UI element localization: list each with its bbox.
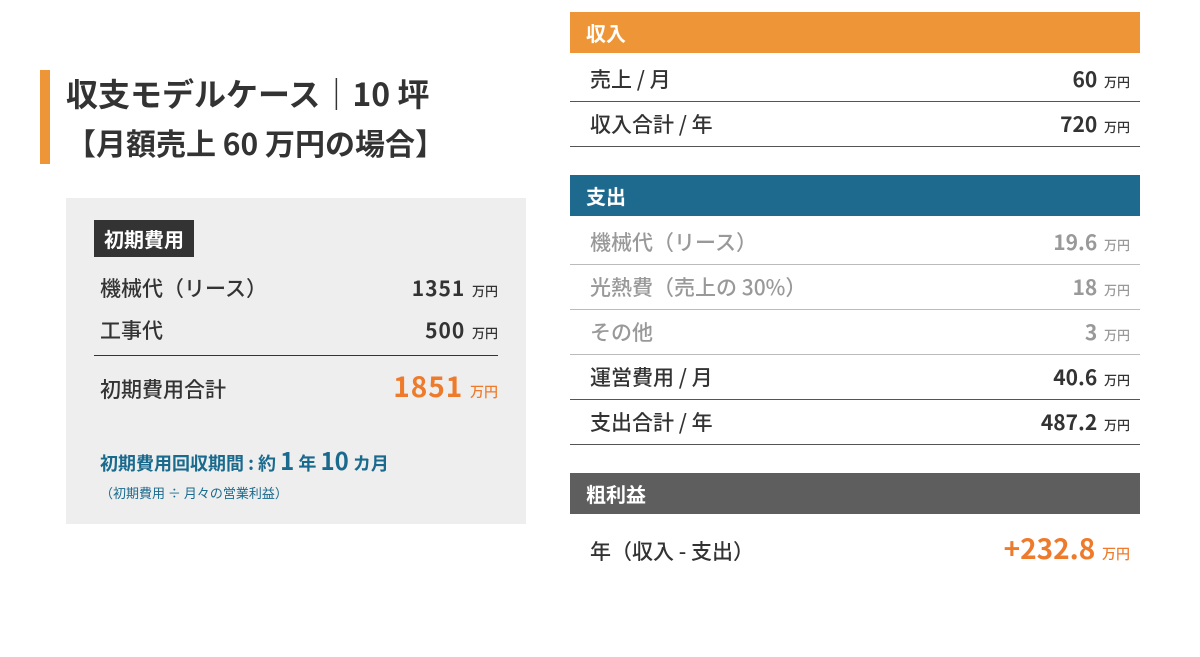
row-label: 運営費用 / 月 — [590, 362, 713, 392]
title-block: 収支モデルケース｜10 坪 【月額売上 60 万円の場合】 — [40, 70, 540, 164]
row-unit: 万円 — [1104, 117, 1130, 136]
cost-label: 工事代 — [100, 315, 163, 345]
profit-header: 粗利益 — [570, 473, 1140, 514]
payback-label: 初期費用回収期間 : 約 — [100, 450, 280, 476]
profit-section: 粗利益 年（収入 - 支出） +232.8 万円 — [570, 473, 1140, 575]
payback-years: 1 — [280, 442, 294, 477]
table-row: 支出合計 / 年 487.2 万円 — [570, 400, 1140, 445]
payback-years-unit: 年 — [294, 450, 320, 476]
row-value: +232.8 — [1004, 528, 1096, 568]
row-unit: 万円 — [1104, 325, 1130, 344]
income-header: 収入 — [570, 12, 1140, 53]
row-value-wrap: 19.6 万円 — [1053, 227, 1130, 257]
table-row: 年（収入 - 支出） +232.8 万円 — [570, 518, 1140, 575]
payback-note: （初期費用 ÷ 月々の営業利益） — [94, 483, 498, 502]
initial-cost-header: 初期費用 — [94, 220, 194, 257]
cost-total-label: 初期費用合計 — [100, 374, 226, 404]
cost-row: 工事代 500 万円 — [94, 309, 498, 351]
row-value: 40.6 — [1053, 362, 1097, 392]
row-value-wrap: +232.8 万円 — [1004, 528, 1130, 568]
row-value-wrap: 40.6 万円 — [1053, 362, 1130, 392]
cost-total-unit: 万円 — [470, 382, 498, 402]
row-value-wrap: 18 万円 — [1072, 272, 1130, 302]
title-line2: 【月額売上 60 万円の場合】 — [66, 120, 540, 164]
row-label: 売上 / 月 — [590, 64, 671, 94]
cost-value: 1351 — [412, 273, 466, 303]
row-unit: 万円 — [1104, 72, 1130, 91]
table-row: その他 3 万円 — [570, 310, 1140, 355]
initial-cost-box: 初期費用 機械代（リース） 1351 万円 工事代 500 万円 初期費用合計 — [66, 198, 526, 524]
row-label: その他 — [590, 317, 653, 347]
row-value: 487.2 — [1041, 407, 1097, 437]
row-unit: 万円 — [1104, 370, 1130, 389]
divider-line — [94, 355, 498, 356]
row-value-wrap: 3 万円 — [1085, 317, 1130, 347]
table-row: 光熱費（売上の 30%） 18 万円 — [570, 265, 1140, 310]
row-label: 光熱費（売上の 30%） — [590, 272, 806, 302]
row-value: 19.6 — [1053, 227, 1097, 257]
cost-value: 500 — [425, 315, 465, 345]
table-row: 売上 / 月 60 万円 — [570, 57, 1140, 102]
row-value: 60 — [1072, 64, 1097, 94]
row-label: 支出合計 / 年 — [590, 407, 713, 437]
cost-unit: 万円 — [472, 323, 498, 342]
row-unit: 万円 — [1104, 280, 1130, 299]
row-label: 年（収入 - 支出） — [590, 536, 754, 566]
table-row: 収入合計 / 年 720 万円 — [570, 102, 1140, 147]
table-row: 運営費用 / 月 40.6 万円 — [570, 355, 1140, 400]
payback-months-unit: カ月 — [349, 450, 389, 476]
income-section: 収入 売上 / 月 60 万円 収入合計 / 年 720 万円 — [570, 12, 1140, 147]
payback-period: 初期費用回収期間 : 約 1 年 10 カ月 — [94, 442, 498, 477]
row-unit: 万円 — [1104, 415, 1130, 434]
row-value: 720 — [1060, 109, 1097, 139]
row-unit: 万円 — [1102, 544, 1130, 564]
row-value: 18 — [1072, 272, 1097, 302]
row-unit: 万円 — [1104, 235, 1130, 254]
cost-total-value: 1851 — [393, 366, 463, 406]
cost-label: 機械代（リース） — [100, 273, 267, 303]
cost-total-value-wrap: 1851 万円 — [393, 366, 498, 406]
cost-unit: 万円 — [472, 281, 498, 300]
expense-header: 支出 — [570, 175, 1140, 216]
cost-row: 機械代（リース） 1351 万円 — [94, 267, 498, 309]
payback-months: 10 — [320, 442, 348, 477]
row-label: 収入合計 / 年 — [590, 109, 713, 139]
row-value-wrap: 487.2 万円 — [1041, 407, 1130, 437]
row-value-wrap: 720 万円 — [1060, 109, 1130, 139]
title-line1: 収支モデルケース｜10 坪 — [66, 70, 540, 116]
row-value: 3 — [1085, 317, 1097, 347]
table-row: 機械代（リース） 19.6 万円 — [570, 220, 1140, 265]
cost-total-row: 初期費用合計 1851 万円 — [94, 360, 498, 412]
row-value-wrap: 60 万円 — [1072, 64, 1130, 94]
cost-value-wrap: 500 万円 — [425, 315, 498, 345]
cost-value-wrap: 1351 万円 — [412, 273, 498, 303]
expense-section: 支出 機械代（リース） 19.6 万円 光熱費（売上の 30%） 18 万円 そ… — [570, 175, 1140, 445]
row-label: 機械代（リース） — [590, 227, 757, 257]
